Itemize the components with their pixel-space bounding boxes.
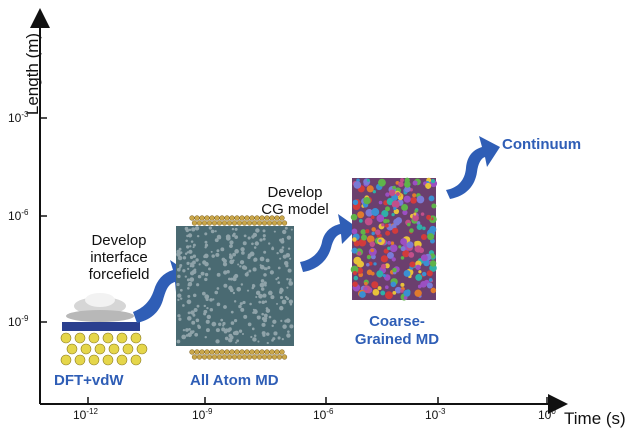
coarse-grained-md-image	[350, 177, 438, 301]
x-tick-label: 10-6	[313, 407, 334, 422]
develop-interface-forcefield-note: Develop interface forcefield	[76, 232, 162, 283]
note-line: Develop	[91, 232, 147, 249]
flow-arrow-3	[446, 136, 500, 199]
y-tick-label: 10-3	[8, 110, 29, 125]
y-tick-label: 10-9	[8, 314, 29, 329]
stage-label-coarse-grained-md: Coarse- Grained MD	[352, 313, 442, 349]
stage-label-dft: DFT+vdW	[54, 372, 124, 389]
x-tick-label: 10-3	[425, 407, 446, 422]
note-line: Develop	[267, 184, 323, 201]
stage-label-continuum: Continuum	[502, 136, 582, 153]
x-axis-ticks	[87, 397, 548, 404]
flow-arrow-2	[300, 214, 358, 272]
x-axis-title: Time (s)	[564, 409, 626, 428]
stage-label-line: Grained MD	[354, 331, 440, 348]
x-tick-label: 10-12	[73, 407, 98, 422]
stage-label-line: Coarse-	[369, 313, 425, 330]
all-atom-md-image	[176, 215, 294, 360]
y-axis-ticks	[40, 117, 47, 323]
x-tick-label: 100	[538, 407, 556, 422]
y-tick-label: 10-6	[8, 208, 29, 223]
note-line: forcefield	[88, 266, 150, 283]
x-tick-label: 10-9	[192, 407, 213, 422]
develop-cg-model-note: Develop CG model	[252, 184, 338, 218]
y-axis-title: Length (m)	[23, 32, 42, 116]
note-line: interface	[90, 249, 148, 266]
dft-structure-image	[60, 293, 148, 366]
stage-label-all-atom-md: All Atom MD	[190, 372, 279, 389]
note-line: CG model	[261, 201, 329, 218]
